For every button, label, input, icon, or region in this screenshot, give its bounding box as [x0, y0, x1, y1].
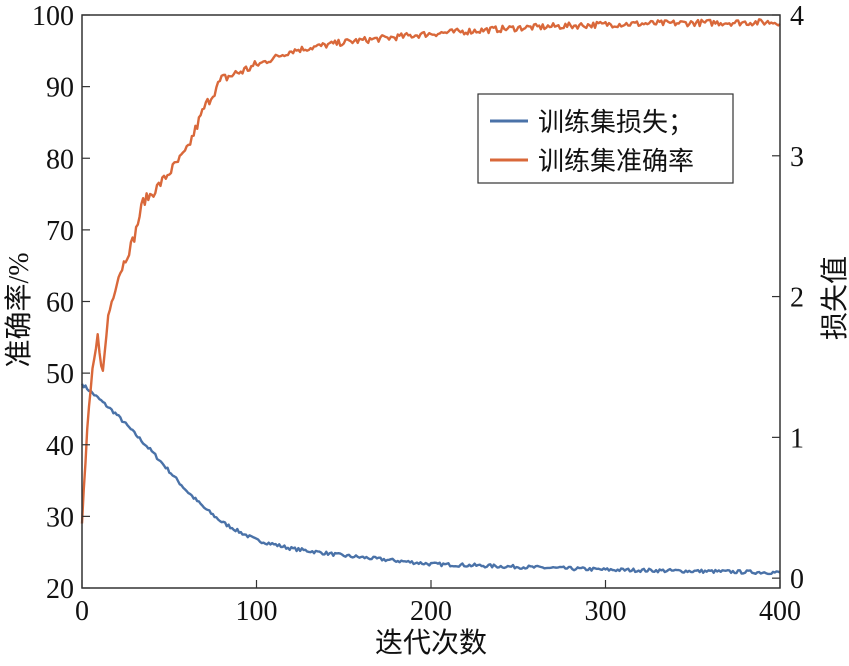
legend-box: [477, 93, 734, 184]
x-tick-label: 0: [75, 596, 89, 627]
y2-tick-label: 2: [790, 283, 804, 314]
y-tick-label: 40: [46, 431, 74, 462]
y2-tick-label: 0: [790, 564, 804, 595]
y-tick-label: 70: [46, 216, 74, 247]
loss-line: [80, 383, 781, 576]
y-tick-label: 50: [46, 359, 74, 390]
y-axis-label: 准确率/%: [3, 252, 35, 367]
legend: 训练集损失； 训练集准确率: [477, 93, 734, 184]
y2-axis-label: 损失值: [819, 256, 849, 340]
y2-tick-label: 1: [790, 423, 804, 454]
y-tick-label: 80: [46, 144, 74, 175]
y-axis-left: 20 30 40 50 60 70 80 90 100: [32, 1, 90, 605]
legend-label-loss: 训练集损失；: [538, 108, 694, 137]
x-axis: 0 100 200 300 400: [75, 580, 801, 627]
x-tick-label: 200: [410, 596, 452, 627]
y2-tick-label: 4: [790, 1, 804, 32]
x-tick-label: 400: [759, 596, 801, 627]
y-axis-right: 0 1 2 3 4: [772, 1, 804, 595]
x-axis-label: 迭代次数: [375, 627, 487, 659]
y-tick-label: 90: [46, 73, 74, 104]
y-tick-label: 60: [46, 288, 74, 319]
plot-lines: [80, 18, 781, 576]
x-tick-label: 300: [585, 596, 627, 627]
y-tick-label: 20: [46, 574, 74, 605]
y2-tick-label: 3: [790, 142, 804, 173]
y-tick-label: 30: [46, 502, 74, 533]
accuracy-line: [80, 18, 781, 524]
x-tick-label: 100: [236, 596, 278, 627]
y-tick-label: 100: [32, 1, 74, 32]
legend-label-accuracy: 训练集准确率: [538, 147, 694, 176]
